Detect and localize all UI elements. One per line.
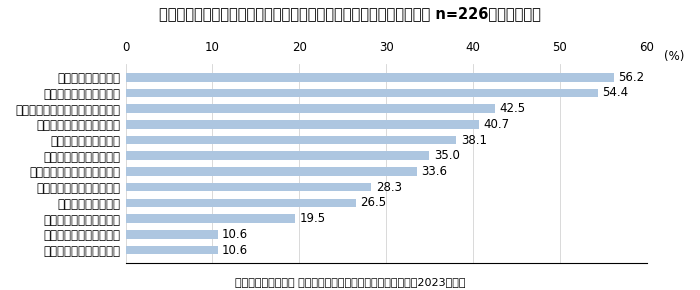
Bar <box>125 136 456 144</box>
Text: 26.5: 26.5 <box>360 196 386 209</box>
Bar <box>125 167 417 176</box>
Text: 40.7: 40.7 <box>483 118 510 131</box>
Text: 42.5: 42.5 <box>499 102 525 115</box>
Bar <box>125 230 218 239</box>
Text: 38.1: 38.1 <box>461 134 486 146</box>
Text: 普段の生活において実施している自宅の防犯対策（防犯をしている人 n=226／複数回答）: 普段の生活において実施している自宅の防犯対策（防犯をしている人 n=226／複数… <box>159 6 541 21</box>
Bar <box>125 199 356 207</box>
Text: (%): (%) <box>664 50 685 63</box>
Text: 28.3: 28.3 <box>376 181 402 194</box>
Text: 33.6: 33.6 <box>421 165 447 178</box>
Bar <box>125 151 430 160</box>
Bar <box>125 89 598 97</box>
Text: 54.4: 54.4 <box>602 86 629 99</box>
Text: 積水ハウス株式会社 住生活研究所「自宅における防犯調査（2023年）」: 積水ハウス株式会社 住生活研究所「自宅における防犯調査（2023年）」 <box>234 277 466 287</box>
Bar <box>125 73 613 81</box>
Bar <box>125 104 495 113</box>
Text: 56.2: 56.2 <box>618 71 644 84</box>
Bar <box>125 246 218 254</box>
Text: 19.5: 19.5 <box>299 212 326 225</box>
Text: 10.6: 10.6 <box>222 228 248 241</box>
Bar <box>125 120 479 129</box>
Bar <box>125 214 295 223</box>
Text: 10.6: 10.6 <box>222 244 248 257</box>
Bar <box>125 183 371 191</box>
Text: 35.0: 35.0 <box>434 149 460 162</box>
